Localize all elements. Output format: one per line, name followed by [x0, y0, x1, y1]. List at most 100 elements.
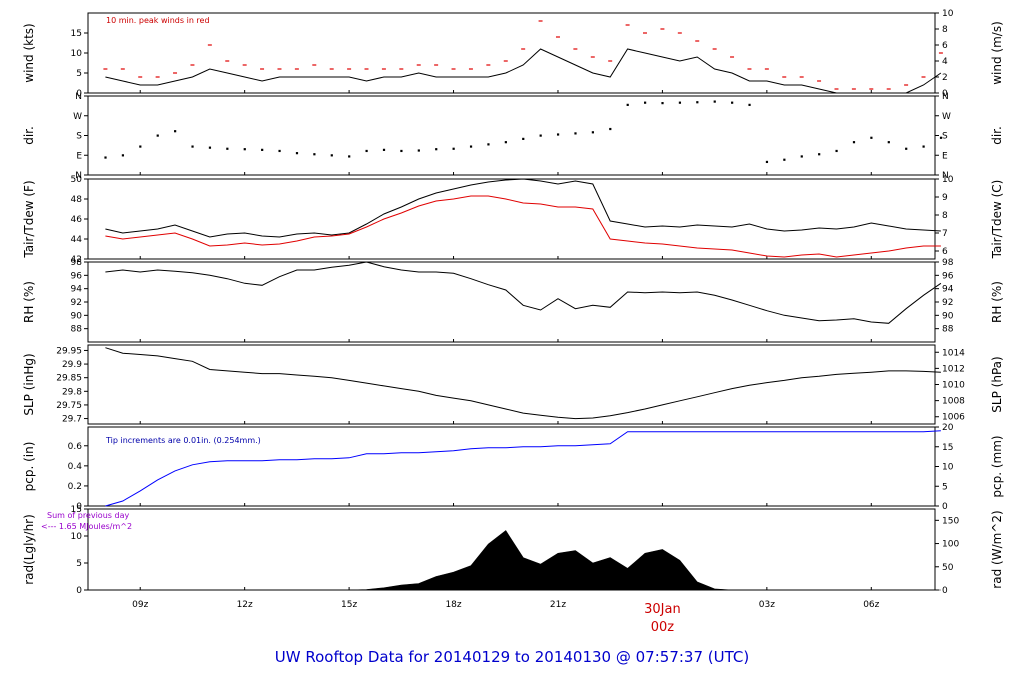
dir-point [226, 147, 229, 150]
dir-point [487, 143, 490, 146]
temperature-ytick-label: 42 [71, 255, 82, 265]
temperature-ytick-label: 50 [71, 175, 83, 185]
dir-ytick-label-right: W [942, 112, 951, 122]
temperature-ytick-label-right: 6 [942, 247, 948, 257]
x-tick-label: 15z [341, 600, 357, 610]
precip-ytick-label: 0 [76, 502, 82, 512]
dir-point [330, 154, 333, 157]
precip-ytick-label-right: 5 [942, 482, 948, 492]
dir-point [609, 127, 612, 131]
pressure-ytick-label: 29.7 [62, 415, 82, 425]
radiation-ytick-label-right: 150 [942, 516, 959, 526]
dir-point [522, 137, 525, 140]
dir-ytick-label: N [75, 92, 82, 102]
radiation-ytick-label: 0 [76, 586, 82, 596]
dir-point [939, 136, 943, 139]
radiation-ytick-label-right: 50 [942, 563, 954, 573]
rh-series-0-line [105, 261, 942, 324]
rh-ytick-label-right: 88 [942, 325, 954, 335]
pressure-series-0-line [105, 347, 941, 420]
pressure-ytick-label-right: 1008 [942, 397, 965, 407]
pressure-ylabel-right: SLP (hPa) [990, 356, 1004, 412]
precip-annotation: Tip increments are 0.01in. (0.254mm.) [105, 436, 261, 445]
pressure-ytick-label: 29.9 [62, 360, 82, 370]
precip-series-0-line [105, 430, 941, 507]
dir-point [174, 130, 177, 133]
rh-ytick-label: 96 [71, 271, 83, 281]
dir-point [504, 141, 507, 144]
dir-ytick-label-right: N [942, 92, 949, 102]
rh-ytick-label-right: 90 [942, 311, 954, 321]
rh-ytick-label: 90 [71, 311, 83, 321]
dir-point [783, 158, 786, 161]
midnight-label-date: 30Jan [644, 602, 681, 617]
dir-point [922, 145, 925, 148]
dir-point [800, 155, 803, 158]
precip-ylabel-right: pcp. (mm) [990, 435, 1004, 497]
wind-ytick-label-right: 4 [942, 57, 948, 67]
dir-point [156, 134, 159, 137]
temperature-ytick-label-right: 8 [942, 211, 948, 221]
wind-ylabel-right: wind (m/s) [990, 21, 1004, 85]
dir-point [313, 153, 316, 156]
dir-point [905, 147, 908, 150]
dir-point [365, 149, 368, 153]
dir-point [835, 149, 838, 153]
dir-point [400, 149, 403, 153]
pressure-ytick-label-right: 1006 [942, 413, 965, 423]
precip-ytick-label: 0.4 [68, 462, 83, 472]
dir-ytick-label: E [76, 151, 82, 161]
rh-ytick-label-right: 96 [942, 271, 954, 281]
dir-point [818, 153, 821, 156]
radiation-annotation-2: <--- 1.65 MJoules/m^2 [41, 522, 132, 531]
radiation-area [105, 530, 941, 591]
radiation-ytick-label-right: 100 [942, 540, 959, 550]
temperature-ytick-label-right: 7 [942, 229, 948, 239]
dir-ytick-label: W [73, 112, 82, 122]
rh-ylabel: RH (%) [22, 281, 36, 323]
wind-ytick-label: 5 [76, 69, 82, 79]
rh-ytick-label: 94 [71, 285, 83, 295]
wind-ytick-label-right: 0 [942, 89, 948, 99]
wind-frame [87, 12, 936, 94]
radiation-ytick-label: 15 [71, 505, 82, 515]
chart-title: UW Rooftop Data for 20140129 to 20140130… [274, 648, 750, 666]
dir-point [887, 141, 890, 144]
pressure-ytick-label: 29.85 [56, 374, 82, 384]
pressure-ytick-label: 29.8 [62, 387, 82, 397]
pressure-ytick-label-right: 1010 [942, 381, 965, 391]
dir-point [469, 145, 473, 148]
dir-point [713, 100, 716, 103]
rh-ytick-label: 98 [71, 258, 83, 268]
dir-point [243, 148, 246, 151]
precip-ylabel: pcp. (in) [22, 442, 36, 492]
dir-point [574, 132, 577, 135]
dir-point [208, 146, 212, 149]
dir-point [104, 156, 107, 159]
dir-point [191, 145, 194, 148]
dir-ytick-label-right: N [942, 171, 949, 181]
rh-ylabel-right: RH (%) [990, 281, 1004, 323]
rh-ytick-label-right: 92 [942, 298, 953, 308]
dir-point [278, 149, 281, 153]
precip-ytick-label: 0.6 [68, 442, 83, 452]
dir-point [261, 148, 264, 151]
rh-frame [87, 261, 936, 343]
dir-point [417, 149, 420, 152]
precip-ytick-label: 0.2 [68, 482, 82, 492]
wind-series-0-line [105, 48, 942, 94]
rh-ytick-label-right: 94 [942, 285, 954, 295]
wind-ylabel: wind (kts) [22, 23, 36, 82]
x-tick-label: 21z [550, 600, 566, 610]
radiation-ytick-label-right: 0 [942, 586, 948, 596]
wind-ytick-label-right: 2 [942, 73, 948, 83]
x-tick-label: 12z [237, 600, 253, 610]
pressure-ytick-label-right: 1012 [942, 364, 965, 374]
pressure-ylabel: SLP (inHg) [22, 353, 36, 415]
dir-point [626, 103, 629, 106]
pressure-frame [87, 344, 936, 425]
rh-ytick-label: 92 [71, 298, 82, 308]
dir-ytick-label: N [75, 171, 82, 181]
dir-point [348, 155, 351, 158]
